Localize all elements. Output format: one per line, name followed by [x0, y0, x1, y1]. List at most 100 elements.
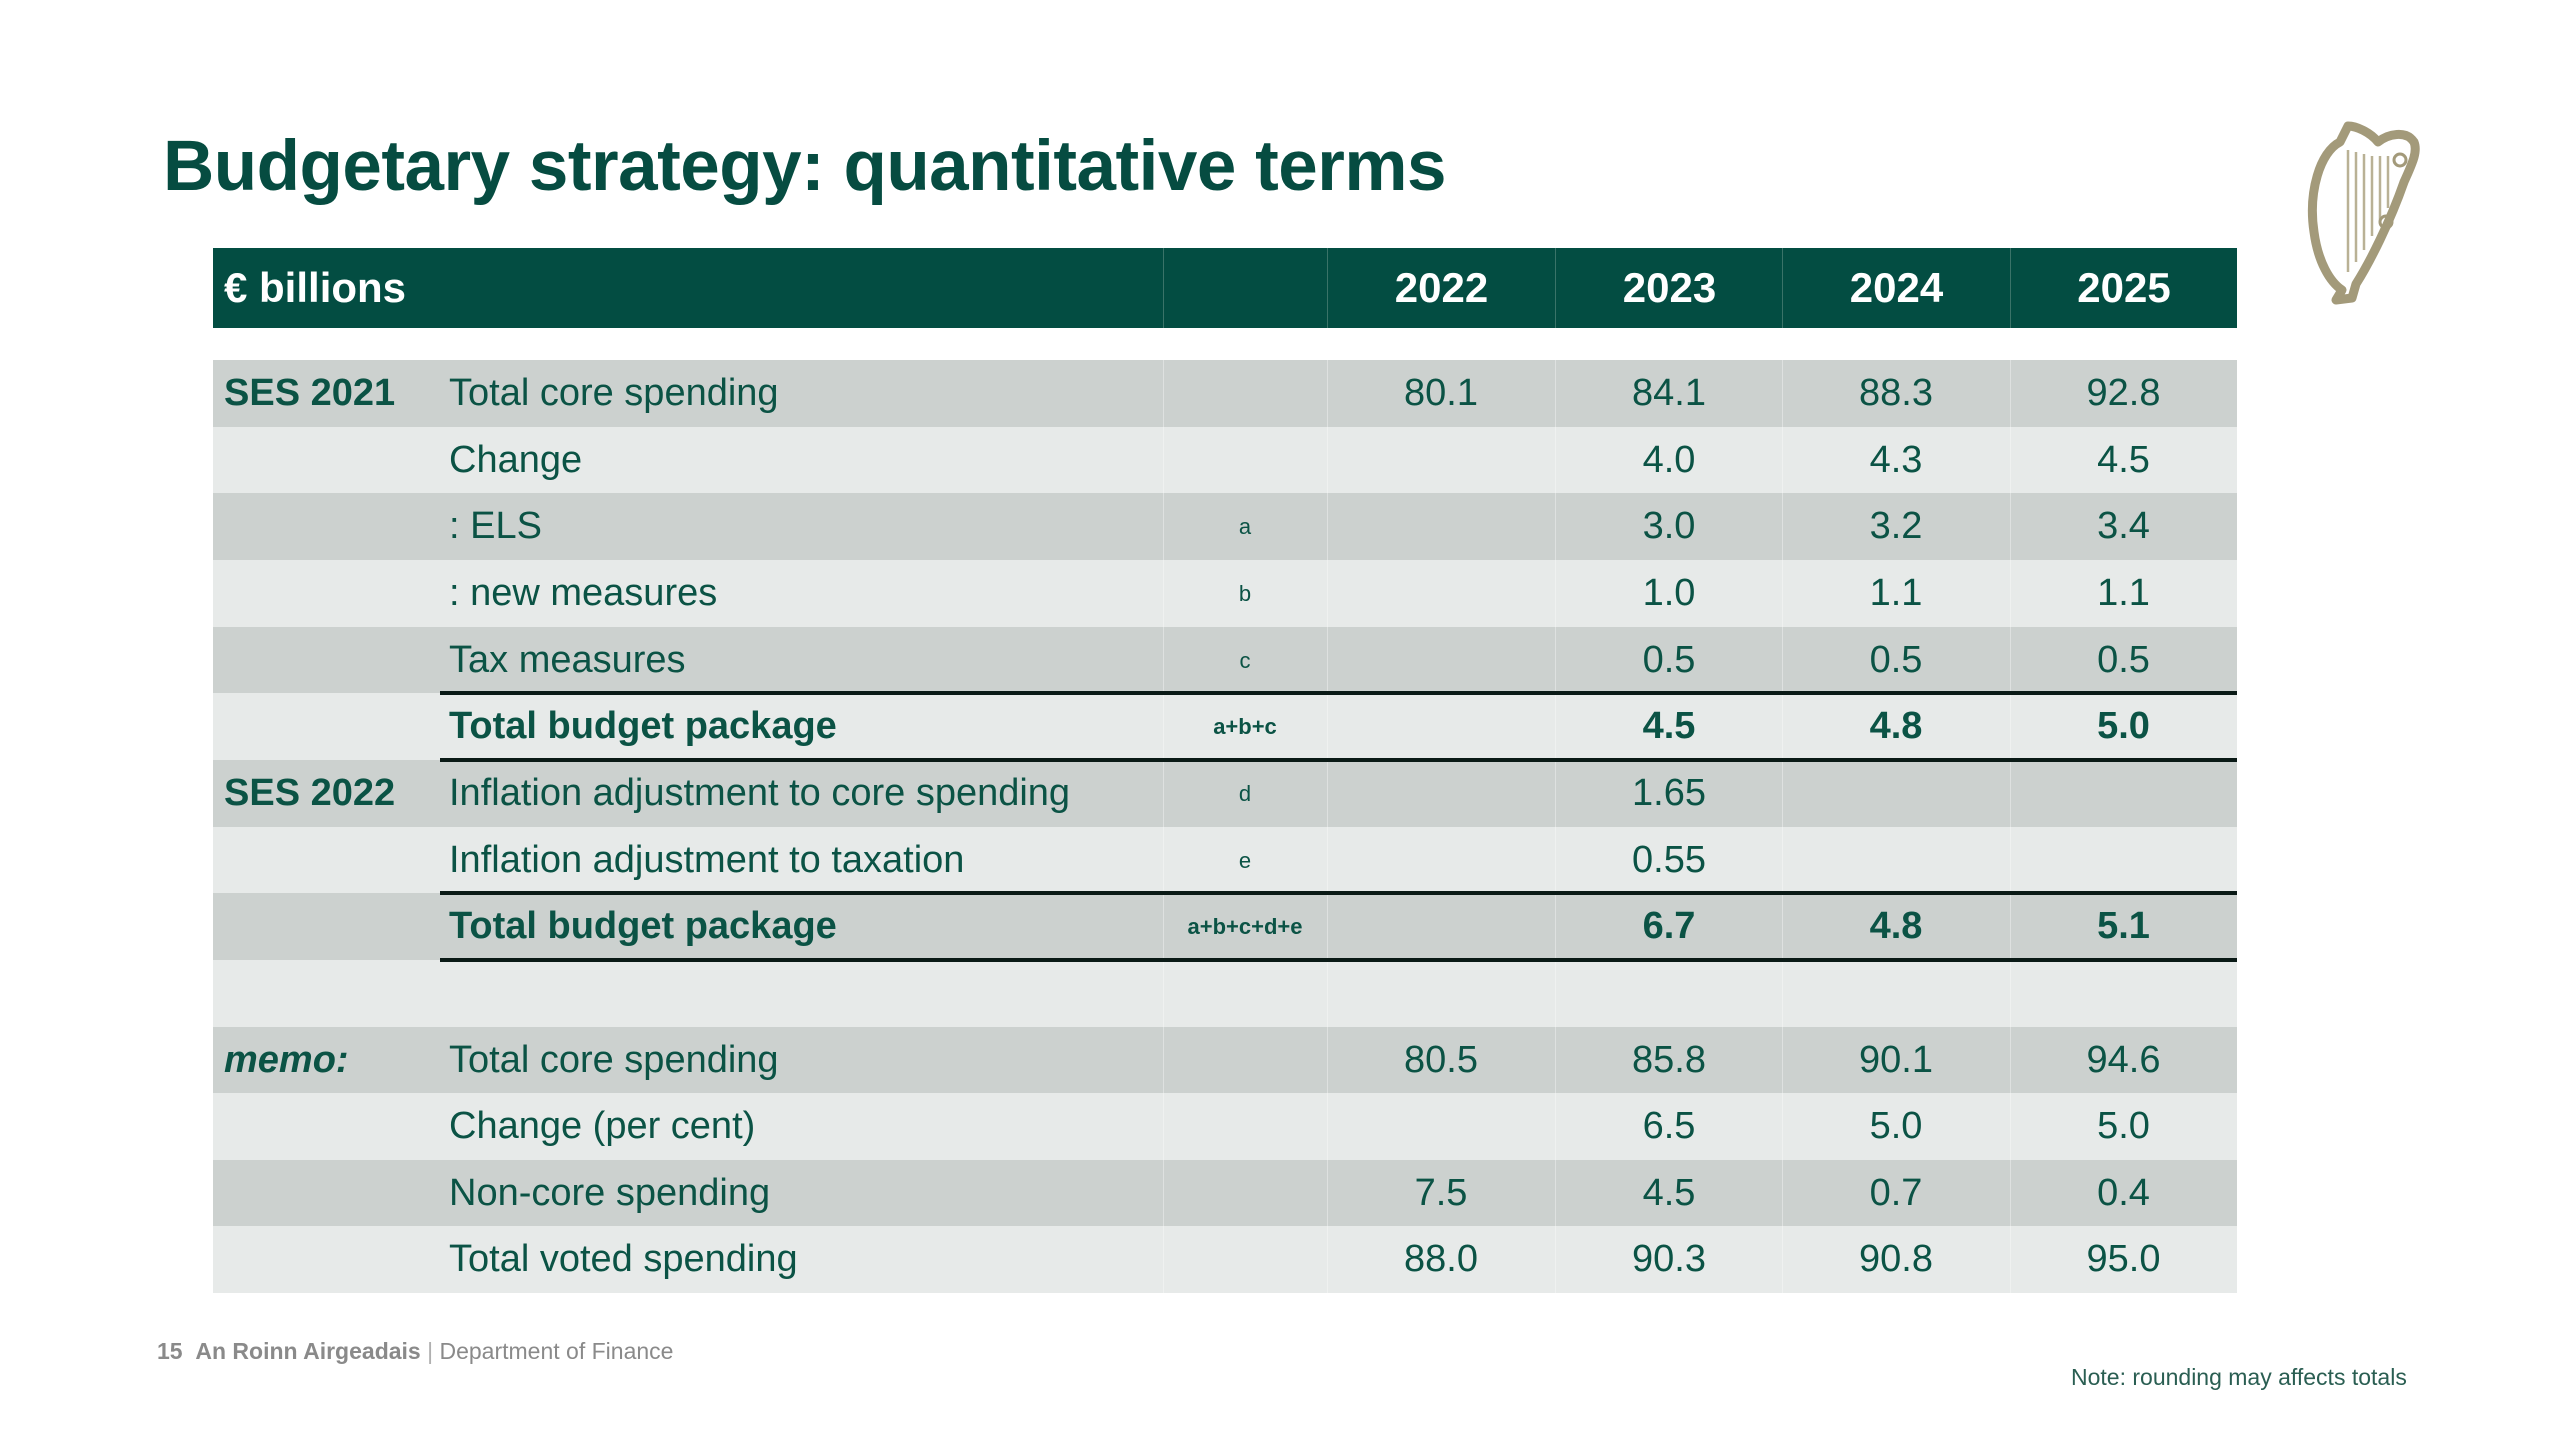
column-divider: [1163, 1093, 1164, 1161]
cell-value: 4.5: [2097, 438, 2150, 481]
row-group-label: [224, 493, 444, 560]
row-formula: a: [1238, 514, 1252, 540]
row-group-label: [224, 1226, 444, 1293]
column-divider: [1555, 759, 1556, 827]
row-formula: e: [1238, 847, 1252, 873]
table-row: SES 2022 Inflation adjustment to core spe…: [213, 759, 2237, 827]
row-label: Total core spending: [449, 1038, 779, 1081]
year-header: 2024: [1782, 248, 2010, 328]
cell-value: 80.1: [1404, 372, 1478, 414]
row-formula: a+b+c+d+e: [1187, 914, 1303, 940]
spacer-row: [213, 959, 2237, 1027]
column-divider: [1555, 360, 1556, 427]
column-divider: [1555, 693, 1556, 761]
column-divider: [2010, 1226, 2011, 1294]
row-group-label: [224, 560, 444, 627]
cell-value: 85.8: [1632, 1038, 1706, 1081]
row-label: Non-core spending: [449, 1171, 771, 1214]
cell-value: 5.0: [2097, 705, 2150, 748]
table-row: Total voted spending 88.0 90.3 90.8 95.0: [213, 1226, 2237, 1294]
table-row: memo: Total core spending 80.5 85.8 90.1 94.6: [213, 1026, 2237, 1094]
row-group-label: [224, 1093, 444, 1160]
cell-value: 0.7: [1869, 1171, 1923, 1214]
cell-value: [1327, 693, 1555, 760]
row-group-label: SES 2022: [224, 771, 396, 814]
column-divider: [1163, 426, 1164, 494]
row-formula: [1163, 1027, 1327, 1094]
cell-value: [1327, 493, 1555, 560]
column-divider: [1555, 493, 1556, 561]
column-divider: [1555, 626, 1556, 694]
cell-value: 4.8: [1869, 905, 1923, 948]
footer-separator: |: [427, 1338, 434, 1364]
column-divider: [2010, 826, 2011, 894]
row-formula: [1163, 1160, 1327, 1227]
row-label: Inflation adjustment to core spending: [449, 771, 1071, 814]
cell-value: [1327, 560, 1555, 627]
row-group-label: [224, 960, 444, 1027]
cell-value: [1782, 960, 2010, 1027]
row-group-label: [224, 427, 444, 494]
column-divider: [1163, 493, 1164, 561]
cell-value: [1327, 627, 1555, 694]
cell-value: 1.1: [1869, 571, 1923, 614]
column-divider: [1555, 1159, 1556, 1227]
column-divider: [1555, 1226, 1556, 1294]
footer-department: 15 An Roinn Airgeadais | Department of F…: [157, 1338, 673, 1365]
harp-emblem-icon: [2307, 121, 2420, 305]
year-header: 2025: [2010, 248, 2237, 328]
row-formula: a+b+c: [1213, 714, 1277, 740]
row-formula: d: [1238, 780, 1252, 806]
column-divider: [1327, 626, 1328, 694]
cell-value: 88.3: [1859, 372, 1933, 414]
cell-value: [1782, 827, 2010, 894]
column-divider: [1782, 893, 1783, 961]
cell-value: 4.5: [1642, 705, 1696, 748]
cell-value: 0.4: [2097, 1171, 2150, 1214]
cell-value: [2010, 760, 2237, 827]
cell-value: 0.5: [1642, 638, 1696, 681]
column-divider: [2010, 959, 2011, 1027]
cell-value: 0.5: [2097, 638, 2150, 681]
year-header: 2023: [1555, 248, 1783, 328]
column-divider: [1555, 1026, 1556, 1094]
column-divider: [1163, 559, 1164, 627]
column-divider: [2010, 759, 2011, 827]
column-divider: [1163, 959, 1164, 1027]
cell-value: 4.0: [1642, 438, 1696, 481]
row-group-label: [224, 1160, 444, 1227]
column-divider: [2010, 559, 2011, 627]
table-row: Inflation adjustment to taxation e 0.55: [213, 826, 2237, 894]
row-formula: [1163, 960, 1327, 1027]
column-divider: [1163, 1159, 1164, 1227]
column-divider: [1782, 559, 1783, 627]
column-divider: [1163, 1026, 1164, 1094]
total-rule-line: [440, 891, 2237, 896]
cell-value: 88.0: [1404, 1238, 1478, 1281]
column-divider: [1327, 1026, 1328, 1094]
column-divider: [1555, 826, 1556, 894]
column-divider: [1327, 1159, 1328, 1227]
cell-value: 90.3: [1632, 1238, 1706, 1281]
cell-value: 4.8: [1869, 705, 1923, 748]
cell-value: 4.5: [1642, 1171, 1696, 1214]
column-divider: [1782, 360, 1783, 427]
table-row: Change 4.0 4.3 4.5: [213, 426, 2237, 494]
cell-value: 1.1: [2097, 571, 2150, 614]
row-label: : ELS: [449, 505, 542, 548]
year-header: 2022: [1327, 248, 1555, 328]
cell-value: [1327, 1093, 1555, 1160]
row-group-label: [224, 827, 444, 894]
column-divider: [1782, 1159, 1783, 1227]
column-divider: [1163, 826, 1164, 894]
column-divider: [1327, 1226, 1328, 1294]
cell-value: 80.5: [1404, 1038, 1478, 1081]
table-row: Total budget package a+b+c+d+e 6.7 4.8 5.1: [213, 893, 2237, 961]
column-divider: [2010, 893, 2011, 961]
table-row: Non-core spending 7.5 4.5 0.7 0.4: [213, 1159, 2237, 1227]
row-label: Total voted spending: [449, 1238, 798, 1281]
row-label: : new measures: [449, 571, 718, 614]
cell-value: 1.0: [1642, 571, 1696, 614]
column-divider: [2010, 360, 2011, 427]
row-label: [449, 960, 1149, 1027]
